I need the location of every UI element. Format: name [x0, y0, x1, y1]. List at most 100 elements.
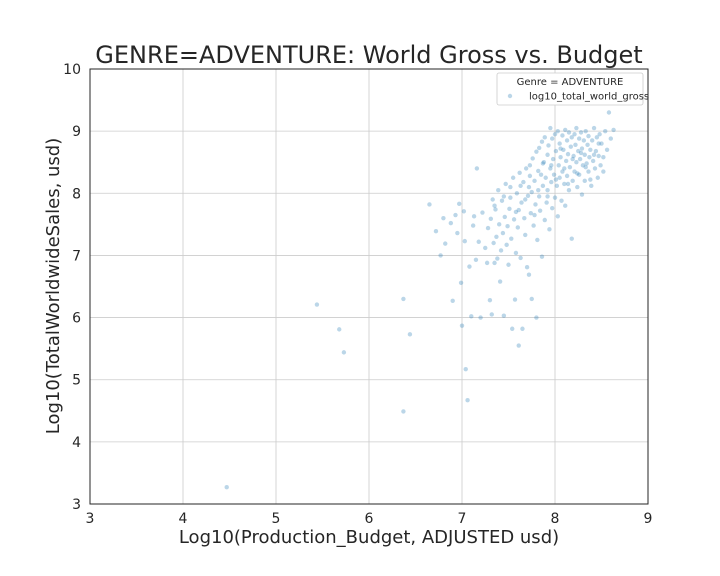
data-point [528, 210, 534, 216]
data-point [596, 141, 601, 146]
data-point [560, 169, 565, 174]
data-point [443, 241, 448, 246]
data-point [489, 312, 494, 317]
data-point [511, 217, 517, 222]
data-point [471, 214, 477, 219]
data-point [450, 298, 455, 303]
data-point [601, 155, 606, 160]
data-point [545, 194, 550, 199]
data-point [556, 163, 561, 168]
data-point [524, 265, 530, 270]
y-tick-label: 10 [63, 62, 81, 78]
data-point [470, 223, 476, 228]
data-point [575, 171, 580, 176]
y-tick-label: 9 [72, 124, 81, 140]
data-point [572, 132, 577, 137]
data-point [515, 225, 520, 230]
data-point [536, 194, 542, 199]
data-point [554, 183, 560, 189]
data-point [589, 183, 594, 189]
data-point [598, 163, 603, 168]
data-point [457, 201, 462, 207]
data-point [548, 125, 553, 131]
data-point [544, 200, 549, 205]
y-tick-label: 7 [72, 248, 81, 264]
data-point [492, 260, 497, 266]
data-point [611, 127, 616, 133]
data-point [532, 178, 537, 184]
data-point [512, 297, 518, 302]
data-point [576, 136, 582, 141]
data-point [542, 217, 547, 223]
data-point [491, 240, 496, 246]
data-point [563, 127, 568, 133]
data-point [570, 156, 575, 162]
data-point [566, 130, 572, 135]
data-point [533, 202, 538, 207]
data-point [523, 232, 528, 238]
x-tick-label: 3 [86, 511, 95, 527]
data-point [582, 152, 587, 157]
data-point [535, 237, 540, 243]
data-point [552, 195, 558, 200]
chart-title: GENRE=ADVENTURE: World Gross vs. Budget [95, 41, 642, 69]
data-point [513, 250, 519, 256]
data-point [458, 280, 464, 285]
legend-box [496, 72, 644, 106]
data-point [586, 169, 591, 174]
data-point [536, 145, 542, 151]
data-point [591, 125, 597, 131]
data-point [551, 172, 557, 177]
data-point [536, 187, 541, 193]
data-point [583, 128, 588, 134]
data-point [499, 198, 505, 203]
data-point [595, 175, 600, 180]
plot-frame [89, 68, 649, 505]
data-point [563, 158, 569, 164]
data-point [582, 178, 587, 184]
data-point [503, 181, 508, 187]
data-point [532, 212, 537, 218]
data-point [498, 248, 504, 253]
x-tick-label: 5 [272, 511, 281, 527]
data-point [565, 181, 571, 187]
data-point [588, 147, 593, 152]
data-point [590, 158, 596, 164]
data-point [581, 138, 587, 143]
data-point [567, 164, 573, 170]
data-point [492, 203, 497, 208]
data-point [494, 234, 499, 239]
data-point [594, 135, 600, 140]
data-point [545, 187, 550, 193]
legend-title: Genre = ADVENTURE [517, 77, 624, 88]
data-point [496, 187, 501, 193]
data-point [552, 132, 558, 137]
data-point [570, 178, 575, 184]
legend-marker [507, 93, 513, 99]
data-point [514, 191, 520, 196]
data-point [518, 183, 523, 189]
data-point [575, 184, 580, 190]
data-point [516, 343, 521, 348]
data-point [562, 181, 567, 187]
data-point [493, 207, 498, 212]
data-point [407, 332, 413, 337]
data-point [501, 313, 507, 318]
data-point [459, 323, 465, 328]
data-point [541, 160, 547, 165]
data-point [539, 254, 545, 259]
data-point [469, 314, 474, 319]
data-point [523, 166, 529, 171]
data-point [592, 166, 598, 171]
y-axis-label: Log10(TotalWorldwideSales, usd) [43, 138, 64, 435]
data-point [534, 149, 539, 154]
data-point [571, 153, 576, 159]
data-point [495, 256, 500, 261]
data-point [448, 220, 454, 226]
x-tick-label: 8 [551, 511, 560, 527]
data-point [550, 206, 555, 211]
data-point [572, 169, 577, 174]
data-point [501, 194, 507, 199]
data-point [606, 110, 612, 115]
